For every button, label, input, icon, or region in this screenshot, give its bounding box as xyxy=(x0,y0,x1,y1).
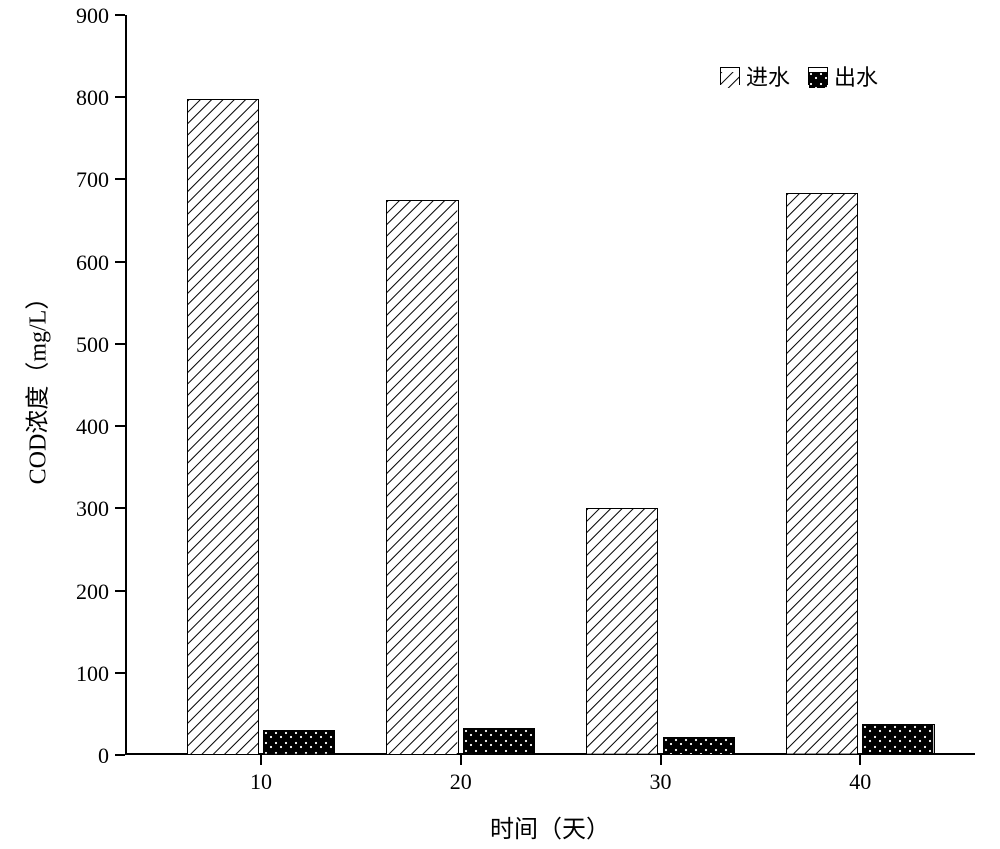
y-tick-label: 200 xyxy=(76,579,109,605)
legend-item-effluent: 出水 xyxy=(808,60,878,92)
bar-influent xyxy=(786,193,858,755)
x-axis-label: 时间（天） xyxy=(490,809,610,844)
y-tick-label: 900 xyxy=(76,3,109,29)
y-tick-label: 500 xyxy=(76,332,109,358)
legend-label-effluent: 出水 xyxy=(834,60,878,92)
x-tick-mark xyxy=(660,755,662,765)
bar-influent xyxy=(586,508,658,755)
y-tick-label: 100 xyxy=(76,661,109,687)
legend-label-influent: 进水 xyxy=(746,60,790,92)
bar-effluent xyxy=(263,730,335,755)
y-tick-label: 800 xyxy=(76,85,109,111)
y-tick-mark xyxy=(115,96,125,98)
y-tick-mark xyxy=(115,590,125,592)
legend-swatch-influent xyxy=(720,67,740,85)
y-tick-label: 0 xyxy=(98,743,109,769)
legend-item-influent: 进水 xyxy=(720,60,790,92)
x-tick-label: 30 xyxy=(650,769,672,795)
x-tick-label: 40 xyxy=(849,769,871,795)
y-tick-label: 600 xyxy=(76,250,109,276)
legend: 进水 出水 xyxy=(720,60,878,92)
y-tick-mark xyxy=(115,425,125,427)
x-tick-label: 20 xyxy=(450,769,472,795)
y-tick-mark xyxy=(115,672,125,674)
legend-swatch-effluent xyxy=(808,67,828,85)
bar-effluent xyxy=(463,728,535,755)
x-tick-mark xyxy=(260,755,262,765)
x-tick-mark xyxy=(859,755,861,765)
x-tick-mark xyxy=(460,755,462,765)
y-tick-label: 700 xyxy=(76,167,109,193)
y-tick-mark xyxy=(115,343,125,345)
y-tick-mark xyxy=(115,178,125,180)
y-tick-mark xyxy=(115,14,125,16)
y-tick-mark xyxy=(115,754,125,756)
bar-influent xyxy=(386,200,458,755)
bar-influent xyxy=(187,99,259,755)
bar-effluent xyxy=(663,737,735,755)
y-tick-label: 300 xyxy=(76,496,109,522)
y-tick-label: 400 xyxy=(76,414,109,440)
x-tick-label: 10 xyxy=(250,769,272,795)
chart-container: COD浓度（mg/L） 时间（天） 进水 出水 0 100 200 300 400 500… xyxy=(0,0,1000,849)
y-tick-mark xyxy=(115,261,125,263)
y-tick-mark xyxy=(115,507,125,509)
y-axis-label: COD浓度（mg/L） xyxy=(18,286,53,485)
bar-effluent xyxy=(862,724,934,755)
